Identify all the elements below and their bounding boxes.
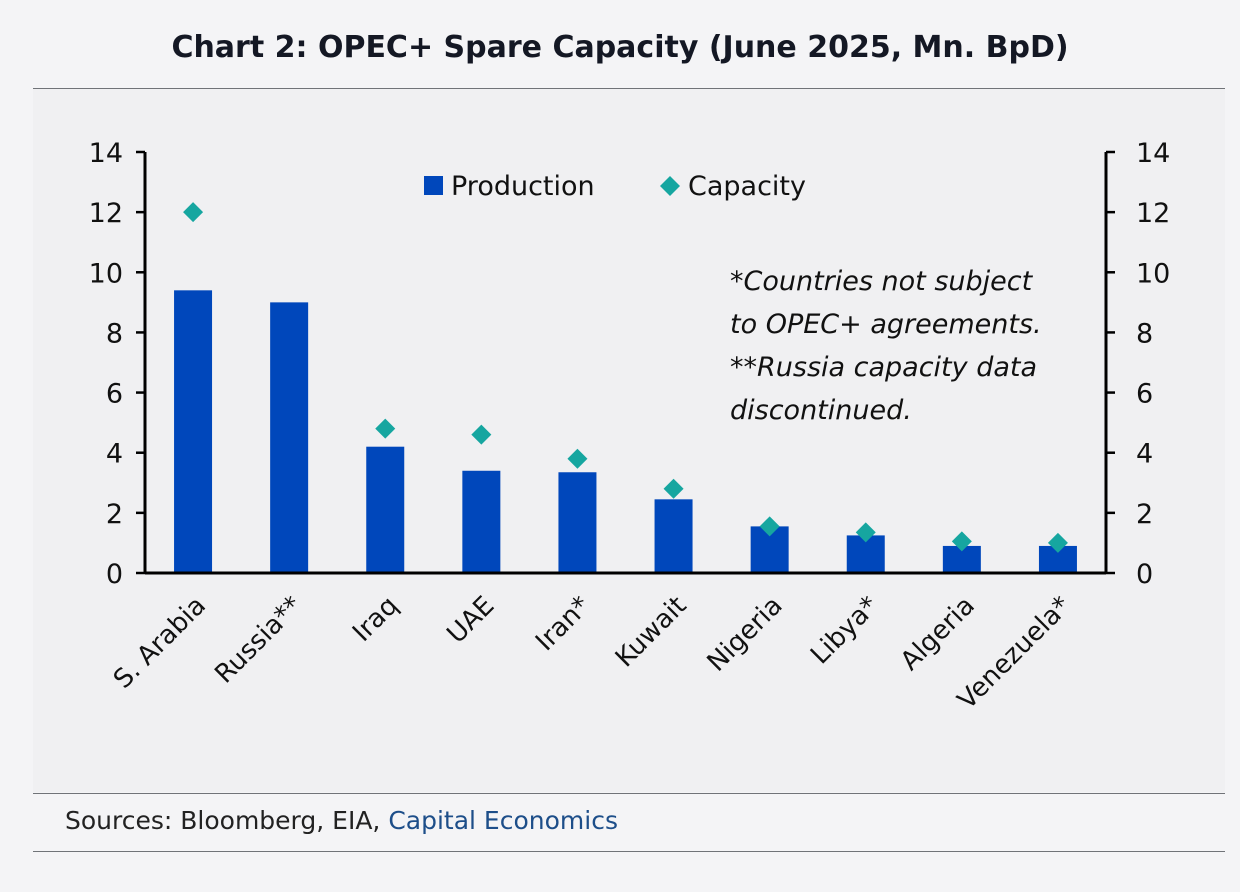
legend-production-label: Production <box>451 171 595 202</box>
capacity-marker-5 <box>663 478 684 499</box>
x-category-label: Iraq <box>347 591 404 648</box>
y-tick-label-right: 6 <box>1136 379 1153 410</box>
title-rule <box>33 88 1225 89</box>
y-tick-label-left: 2 <box>106 499 123 530</box>
y-tick-label-left: 6 <box>106 379 123 410</box>
y-tick-label-left: 0 <box>106 559 123 590</box>
production-bar-1 <box>270 302 309 573</box>
y-tick-label-right: 2 <box>1136 499 1153 530</box>
sources-text: Sources: Bloomberg, EIA, <box>65 806 389 835</box>
capacity-marker-2 <box>375 418 396 439</box>
x-category-label: Russia** <box>209 591 308 690</box>
legend-capacity-label: Capacity <box>688 171 806 202</box>
footer-rule-top <box>33 793 1225 794</box>
x-category-label: S. Arabia <box>108 591 212 695</box>
annotation-line: **Russia capacity data <box>730 352 1037 383</box>
sources-line: Sources: Bloomberg, EIA, Capital Economi… <box>65 806 618 835</box>
capacity-marker-7 <box>855 522 876 543</box>
legend-capacity-marker <box>660 176 680 196</box>
y-tick-label-right: 12 <box>1136 198 1170 229</box>
production-bar-5 <box>654 499 693 573</box>
y-tick-label-right: 14 <box>1136 138 1170 169</box>
legend-production-swatch <box>424 176 443 195</box>
y-tick-label-left: 4 <box>106 439 123 470</box>
x-category-label: Iran* <box>530 591 596 657</box>
y-tick-label-left: 8 <box>106 318 123 349</box>
y-tick-label-right: 4 <box>1136 439 1153 470</box>
x-category-label: UAE <box>441 591 500 650</box>
y-tick-label-left: 14 <box>89 138 123 169</box>
annotation-line: *Countries not subject <box>730 266 1034 297</box>
capacity-marker-9 <box>1047 532 1068 553</box>
sources-link[interactable]: Capital Economics <box>388 806 618 835</box>
capacity-marker-6 <box>759 516 780 537</box>
plot-area: 0 2 4 6 8 10 12 14 0 2 4 6 8 10 12 14 S. Arabia Russia** I… <box>33 89 1225 792</box>
x-category-label: Algeria <box>895 591 981 677</box>
y-tick-label-right: 0 <box>1136 559 1153 590</box>
annotation-line: to OPEC+ agreements. <box>730 309 1042 340</box>
capacity-marker-0 <box>183 202 204 223</box>
annotation-line: discontinued. <box>730 395 912 426</box>
production-bar-4 <box>558 472 597 573</box>
capacity-marker-4 <box>567 448 588 469</box>
x-category-label: Libya* <box>805 591 885 671</box>
footer-rule-bottom <box>33 851 1225 852</box>
x-category-label: Nigeria <box>702 591 789 678</box>
x-category-label: Kuwait <box>610 591 693 674</box>
chart-title: Chart 2: OPEC+ Spare Capacity (June 2025… <box>171 30 1069 65</box>
production-bar-3 <box>462 470 501 573</box>
y-tick-label-right: 10 <box>1136 258 1170 289</box>
y-tick-label-right: 8 <box>1136 318 1153 349</box>
capacity-marker-8 <box>951 531 972 552</box>
production-bar-2 <box>366 446 405 573</box>
y-tick-label-left: 10 <box>89 258 123 289</box>
y-tick-label-left: 12 <box>89 198 123 229</box>
production-bar-0 <box>174 290 213 573</box>
capacity-marker-3 <box>471 424 492 445</box>
